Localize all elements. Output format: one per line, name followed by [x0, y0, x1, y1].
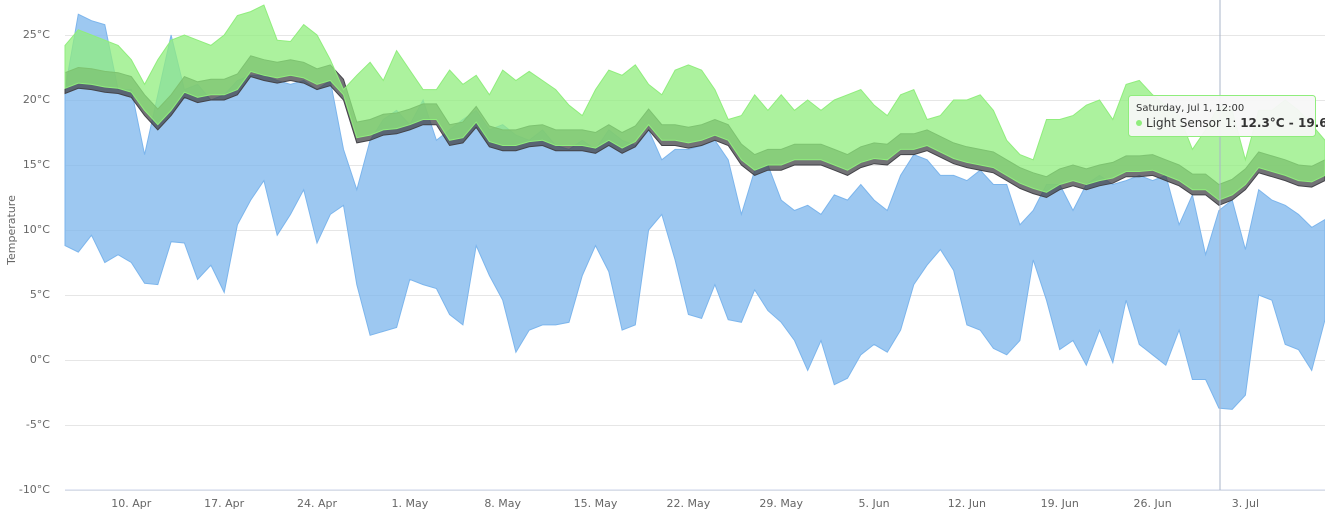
y-tick-label: 0°C	[30, 353, 50, 366]
y-axis-label: Temperature	[5, 195, 18, 266]
y-tick-label: 5°C	[30, 288, 50, 301]
y-tick-label: -5°C	[26, 418, 50, 431]
y-tick-label: 15°C	[23, 158, 50, 171]
tooltip-series: Light Sensor 1	[1146, 116, 1232, 130]
x-tick-label: 29. May	[759, 497, 803, 510]
x-tick-label: 3. Jul	[1232, 497, 1259, 510]
x-tick-label: 8. May	[484, 497, 521, 510]
plot-area	[64, 4, 1325, 410]
x-tick-label: 17. Apr	[204, 497, 244, 510]
x-tick-label: 10. Apr	[111, 497, 151, 510]
y-tick-label: -10°C	[19, 483, 50, 496]
x-tick-label: 26. Jun	[1133, 497, 1171, 510]
y-tick-label: 20°C	[23, 93, 50, 106]
tooltip-marker	[1136, 120, 1142, 126]
tooltip-sep: :	[1232, 116, 1240, 130]
x-tick-label: 24. Apr	[297, 497, 337, 510]
x-tick-label: 15. May	[574, 497, 618, 510]
tooltip: Saturday, Jul 1, 12:00 Light Sensor 1: 1…	[1128, 95, 1325, 137]
x-tick-label: 5. Jun	[858, 497, 889, 510]
tooltip-text: Light Sensor 1: 12.3°C - 19.6°C	[1146, 116, 1325, 130]
x-tick-label: 12. Jun	[948, 497, 986, 510]
x-tick-label: 19. Jun	[1041, 497, 1079, 510]
tooltip-high: 19.6°C	[1298, 116, 1325, 130]
tooltip-low: 12.3°C	[1240, 116, 1285, 130]
axis: -10°C -5°C 0°C 5°C 10°C 15°C 20°C 25°C 10. Apr 17…	[19, 28, 1325, 510]
x-tick-label: 1. May	[391, 497, 428, 510]
tooltip-title: Saturday, Jul 1, 12:00	[1136, 103, 1244, 114]
range-area	[64, 4, 1325, 201]
y-tick-label: 10°C	[23, 223, 50, 236]
x-tick-label: 22. May	[667, 497, 711, 510]
tooltip-sep: -	[1285, 116, 1298, 130]
y-tick-label: 25°C	[23, 28, 50, 41]
tooltip-box	[1128, 95, 1316, 137]
